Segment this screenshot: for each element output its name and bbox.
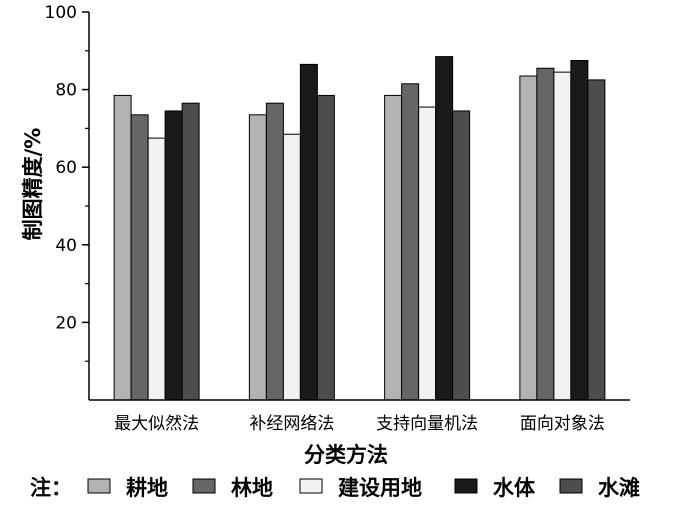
bar xyxy=(248,114,267,401)
legend-swatch xyxy=(559,478,583,494)
x-category-label: 补经网络法 xyxy=(249,414,334,434)
bar xyxy=(384,94,403,401)
y-axis-title: 制图精度/% xyxy=(21,128,45,241)
y-tick-label: 40 xyxy=(55,236,77,256)
x-category-label: 最大似然法 xyxy=(114,414,199,434)
bar xyxy=(519,75,538,401)
bar xyxy=(316,94,335,401)
bar xyxy=(164,110,183,401)
bar xyxy=(587,79,606,401)
x-category-label: 面向对象法 xyxy=(520,414,605,434)
bar xyxy=(435,56,454,401)
bar xyxy=(113,94,132,401)
y-tick-label: 80 xyxy=(55,81,77,101)
x-category-label: 支持向量机法 xyxy=(376,414,478,434)
bar xyxy=(181,102,200,401)
bar xyxy=(401,83,420,401)
legend-label: 林地 xyxy=(231,476,273,500)
legend-swatch xyxy=(192,478,216,494)
bar xyxy=(147,137,166,401)
legend-label: 水体 xyxy=(493,476,536,500)
bar xyxy=(418,106,437,401)
legend-swatch xyxy=(299,478,323,494)
bar xyxy=(265,102,284,401)
bar xyxy=(282,133,301,401)
bar xyxy=(536,67,555,401)
y-tick-label: 100 xyxy=(45,3,77,23)
bar xyxy=(130,114,149,401)
legend-label: 耕地 xyxy=(126,476,168,500)
plot-area xyxy=(113,56,606,401)
bar xyxy=(553,71,572,401)
legend-prefix: 注： xyxy=(30,476,72,500)
x-axis: 最大似然法 补经网络法 支持向量机法 面向对象法 xyxy=(89,399,630,434)
y-axis: 20 40 60 80 100 xyxy=(45,3,90,400)
bar xyxy=(299,63,318,401)
legend-label: 建设用地 xyxy=(338,476,422,500)
y-tick-label: 20 xyxy=(55,313,77,333)
bar xyxy=(570,60,589,401)
legend-swatch xyxy=(454,478,478,494)
bar xyxy=(452,110,471,401)
legend: 注： 耕地 林地 建设用地 水体 水滩 xyxy=(30,476,640,500)
y-tick-label: 60 xyxy=(55,158,77,178)
x-axis-title: 分类方法 xyxy=(304,443,388,467)
legend-label: 水滩 xyxy=(598,476,640,500)
legend-swatch xyxy=(87,478,111,494)
